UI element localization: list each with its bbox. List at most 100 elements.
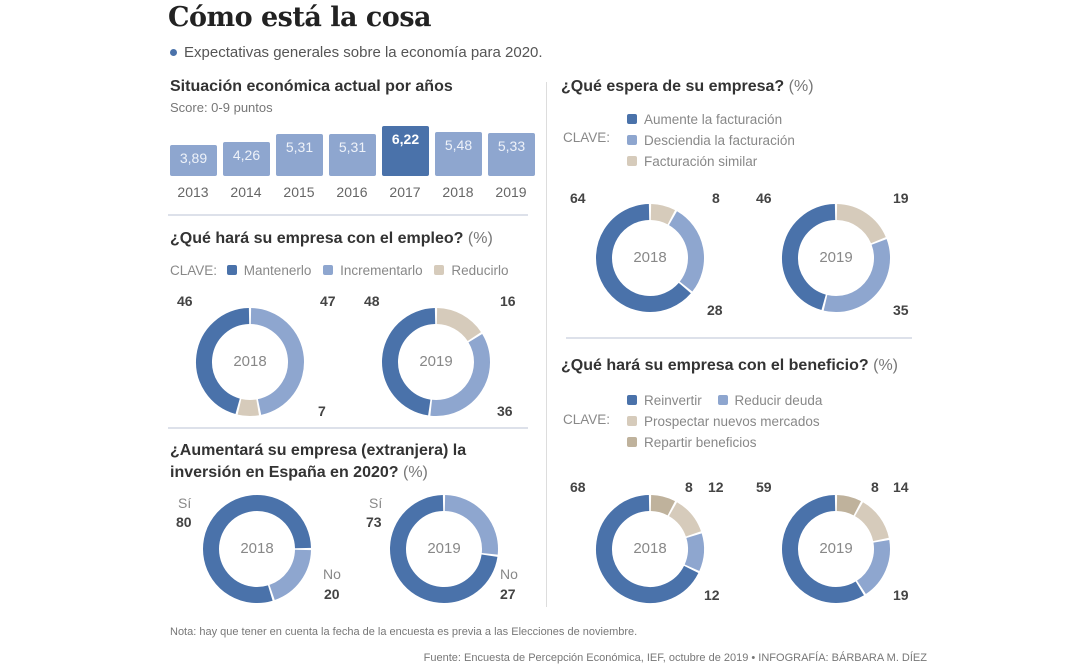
legend-item: Aumente la facturación: [627, 109, 795, 130]
donut-segment: [430, 334, 490, 416]
year-tick-label: 2014: [230, 184, 262, 200]
donut-2018: [196, 308, 304, 416]
legend-item: Reducir deuda: [717, 393, 822, 408]
footer-source: Fuente: Encuesta de Percepción Económica…: [423, 652, 927, 664]
bar-2018: 5,48: [435, 132, 482, 176]
donut-value-label: 7: [318, 403, 326, 419]
legend-text: Reducirlo: [451, 263, 509, 278]
donut-value-label: 12: [708, 479, 724, 495]
donut-segment: [436, 308, 481, 342]
legend-clave-label: CLAVE:: [170, 263, 218, 278]
infographic-title: Cómo está la cosa: [168, 2, 432, 33]
donut-segment: [382, 308, 436, 416]
year-tick-label: 2013: [177, 184, 209, 200]
bar-2017: 6,22: [382, 126, 429, 176]
facturacion-unit: (%): [788, 78, 814, 95]
legend-swatch-icon: [627, 437, 637, 448]
legend-swatch-icon: [627, 416, 637, 427]
column-divider: [546, 82, 547, 607]
year-tick-label: 2019: [495, 184, 527, 200]
legend-text: Facturación similar: [644, 154, 758, 169]
donut-center-year: 2019: [819, 249, 853, 266]
legend-swatch-icon: [717, 395, 728, 406]
year-tick-label: 2015: [283, 184, 315, 200]
facturacion-title-text: ¿Qué espera de su empresa?: [561, 78, 785, 95]
legend-swatch-icon: [627, 156, 637, 167]
donut-2019: [782, 204, 890, 312]
donut-segment: [836, 204, 886, 244]
legend-text: Mantenerlo: [243, 263, 312, 278]
donut-value-label: 80: [176, 514, 192, 530]
inversion-unit: (%): [403, 464, 428, 481]
donut-value-label: 36: [497, 403, 513, 419]
bar-2014: 4,26: [223, 142, 270, 176]
donut-2018: [596, 495, 704, 603]
donut-value-label: 59: [756, 479, 772, 495]
legend-text: Aumente la facturación: [644, 112, 783, 127]
bar-chart-title: Situación económica actual por años: [170, 78, 453, 95]
legend-text: Desciendia la facturación: [644, 133, 795, 148]
legend-item: Incrementarlo: [323, 263, 423, 278]
donut-value-label: 8: [871, 479, 879, 495]
beneficio-legend: Reinvertir Reducir deuda Prospectar nuev…: [627, 390, 822, 453]
empleo-legend: CLAVE: Mantenerlo Incrementarlo Reducirl…: [170, 263, 508, 278]
beneficio-title-text: ¿Qué hará su empresa con el beneficio?: [561, 357, 869, 374]
donut-segment: [596, 204, 691, 312]
legend-swatch-icon: [627, 395, 637, 406]
legend-item: Desciendia la facturación: [627, 130, 795, 151]
footer-note: Nota: hay que tener en cuenta la fecha d…: [170, 626, 638, 638]
donut-category-label: Sí: [369, 495, 383, 511]
legend-text: Prospectar nuevos mercados: [644, 414, 820, 429]
donut-center-year: 2018: [240, 540, 274, 557]
inversion-title-line1: ¿Aumentará su empresa (extranjera) la: [170, 442, 467, 459]
donut-value-label: 73: [366, 514, 382, 530]
donut-value-label: 48: [364, 293, 380, 309]
donut-value-label: 47: [320, 293, 336, 309]
donut-center-year: 2019: [427, 540, 461, 557]
donut-center-year: 2018: [233, 353, 267, 370]
donut-segment: [650, 495, 676, 516]
bar-2016: 5,31: [329, 134, 376, 176]
section-divider: [566, 337, 912, 339]
bar-2013: 3,89: [170, 145, 217, 176]
bullet-dot-icon: [170, 48, 177, 56]
donut-segment: [444, 495, 498, 555]
donut-segment: [237, 398, 260, 416]
legend-item: Prospectar nuevos mercados: [627, 411, 822, 432]
legend-swatch-icon: [323, 265, 334, 276]
donut-segment: [668, 211, 704, 292]
donut-2019: [390, 495, 498, 603]
donut-segment: [856, 539, 890, 594]
bar-chart: 3,89 2013 4,26 2014 5,31 2015 5,31 2016 6,22 2017…: [170, 118, 540, 208]
donut-category-label: No: [500, 566, 518, 582]
empleo-unit: (%): [467, 230, 493, 247]
donut-value-label: 20: [324, 586, 340, 602]
donut-segment: [390, 495, 498, 603]
donut-segment: [596, 495, 699, 603]
inversion-title-line2: inversión en España en 2020?: [170, 464, 399, 481]
legend-swatch-icon: [434, 265, 445, 276]
donut-value-label: 8: [712, 190, 720, 206]
donut-segment: [854, 502, 889, 542]
legend-swatch-icon: [627, 135, 637, 146]
donut-segment: [650, 204, 676, 225]
infographic-subtitle: Expectativas generales sobre la economía…: [170, 44, 543, 61]
donut-2019: [782, 495, 890, 603]
bar-2015: 5,31: [276, 134, 323, 176]
section-divider: [168, 214, 528, 216]
legend-clave-label: CLAVE:: [563, 130, 611, 145]
legend-item: Mantenerlo: [226, 263, 312, 278]
donut-2018: [203, 495, 311, 603]
legend-text: Reinvertir: [644, 393, 702, 408]
legend-swatch-icon: [226, 265, 237, 276]
legend-swatch-icon: [627, 114, 637, 125]
donut-value-label: 46: [756, 190, 772, 206]
legend-text: Repartir beneficios: [644, 435, 757, 450]
donut-center-year: 2019: [819, 540, 853, 557]
donut-segment: [684, 533, 704, 571]
bar-chart-subtitle: Score: 0-9 puntos: [170, 100, 273, 115]
empleo-title-text: ¿Qué hará su empresa con el empleo?: [170, 230, 464, 247]
bar-2019: 5,33: [488, 133, 535, 176]
donut-segment: [196, 308, 250, 415]
legend-item: Facturación similar: [627, 151, 795, 172]
